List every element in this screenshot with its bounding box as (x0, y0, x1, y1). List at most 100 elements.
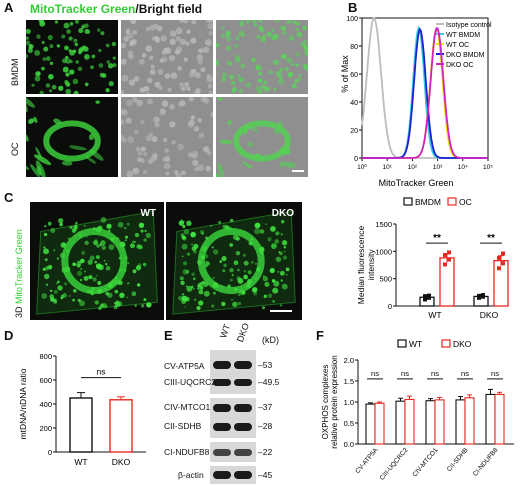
mito-signal (231, 273, 234, 277)
cell (287, 72, 291, 76)
cell (136, 157, 142, 162)
series-line (362, 27, 488, 159)
mito-signal (142, 262, 147, 267)
mito-signal (57, 285, 63, 291)
cell (294, 78, 299, 84)
mito-signal (72, 262, 76, 266)
mito-signal (265, 223, 267, 225)
data-point (443, 262, 447, 267)
cell (69, 50, 76, 56)
cell (132, 97, 138, 103)
mito-signal (201, 280, 205, 285)
confocal-image-dko: DKO (166, 202, 302, 320)
mito-signal (103, 259, 106, 262)
cell (143, 151, 148, 156)
cell (186, 29, 191, 35)
data-point (447, 257, 451, 262)
cell (26, 28, 31, 34)
legend-label: WT BMDM (446, 32, 480, 39)
cell (100, 31, 105, 36)
mito-signal (184, 306, 186, 308)
mito-signal (180, 280, 185, 286)
blot-band (234, 404, 252, 412)
mito-signal (124, 239, 127, 242)
y-tick-label: 0 (48, 448, 52, 457)
cell (234, 54, 241, 61)
mito-signal (140, 229, 144, 233)
mito-signal (281, 240, 288, 246)
mito-signal (280, 279, 283, 282)
cell (193, 126, 200, 132)
cell (161, 100, 169, 107)
cell (112, 63, 117, 68)
mito-signal (229, 218, 234, 223)
mito-signal (145, 232, 151, 239)
protein-label: CII-SDHB (164, 421, 202, 431)
mito-signal (84, 240, 89, 246)
y-axis-label-line2: intensity (366, 249, 376, 281)
mito-signal (100, 303, 105, 308)
mito-signal (134, 232, 140, 238)
cell-cluster (217, 162, 225, 177)
mito-signal (43, 246, 46, 249)
bar (434, 399, 445, 445)
mito-signal (94, 300, 99, 305)
cell (286, 57, 293, 64)
cell (173, 170, 179, 175)
cell-cluster (34, 154, 52, 166)
cell (41, 66, 45, 71)
mito-signal (83, 275, 89, 281)
legend-label: DKO BMDM (446, 52, 485, 59)
blot-band (213, 361, 231, 369)
bar (109, 399, 133, 453)
mito-signal (211, 246, 214, 249)
panel-letter-b: B (348, 0, 358, 15)
cell (28, 44, 33, 49)
y-axis-label-line1: Median fluorescence (356, 226, 366, 305)
mito-signal (278, 250, 281, 254)
cell-cluster (26, 97, 35, 108)
cell (41, 40, 45, 45)
mito-signal (76, 263, 81, 268)
y-tick-label: 0.5 (344, 419, 354, 428)
mito-signal (271, 244, 274, 247)
cell (48, 73, 54, 80)
panel-c-side-prefix: 3D (14, 306, 24, 318)
mito-signal (146, 302, 152, 308)
panel-a-title-green: MitoTracker Green (30, 2, 136, 16)
mito-signal (72, 298, 75, 302)
mito-signal (274, 239, 280, 244)
cell (78, 28, 84, 34)
mito-signal (221, 301, 226, 307)
mito-signal (43, 248, 49, 255)
blot-band (234, 361, 252, 369)
cell (65, 72, 70, 77)
cell (154, 37, 161, 43)
mito-signal (143, 238, 147, 242)
mito-signal (131, 240, 135, 244)
cell (295, 27, 299, 32)
cell (156, 25, 163, 32)
mito-signal (279, 270, 285, 276)
cell (183, 57, 188, 62)
cell-cluster (219, 139, 232, 145)
cell (26, 53, 29, 59)
cell (255, 86, 261, 92)
mito-signal (269, 267, 275, 274)
cell (295, 63, 299, 67)
mito-signal (140, 303, 145, 308)
panel-letter-f: F (316, 328, 324, 343)
confocal-label-wt: WT (140, 208, 156, 219)
cell (121, 134, 124, 140)
cell (176, 46, 183, 53)
cell (135, 146, 141, 152)
cell (65, 58, 71, 64)
mito-signal (243, 270, 247, 273)
cell (304, 65, 308, 71)
mito-signal (254, 228, 261, 235)
lane-label-dko: DKO (235, 321, 252, 344)
cell (175, 36, 181, 42)
cell (296, 31, 303, 38)
mito-signal (242, 253, 246, 257)
cell (216, 43, 220, 47)
